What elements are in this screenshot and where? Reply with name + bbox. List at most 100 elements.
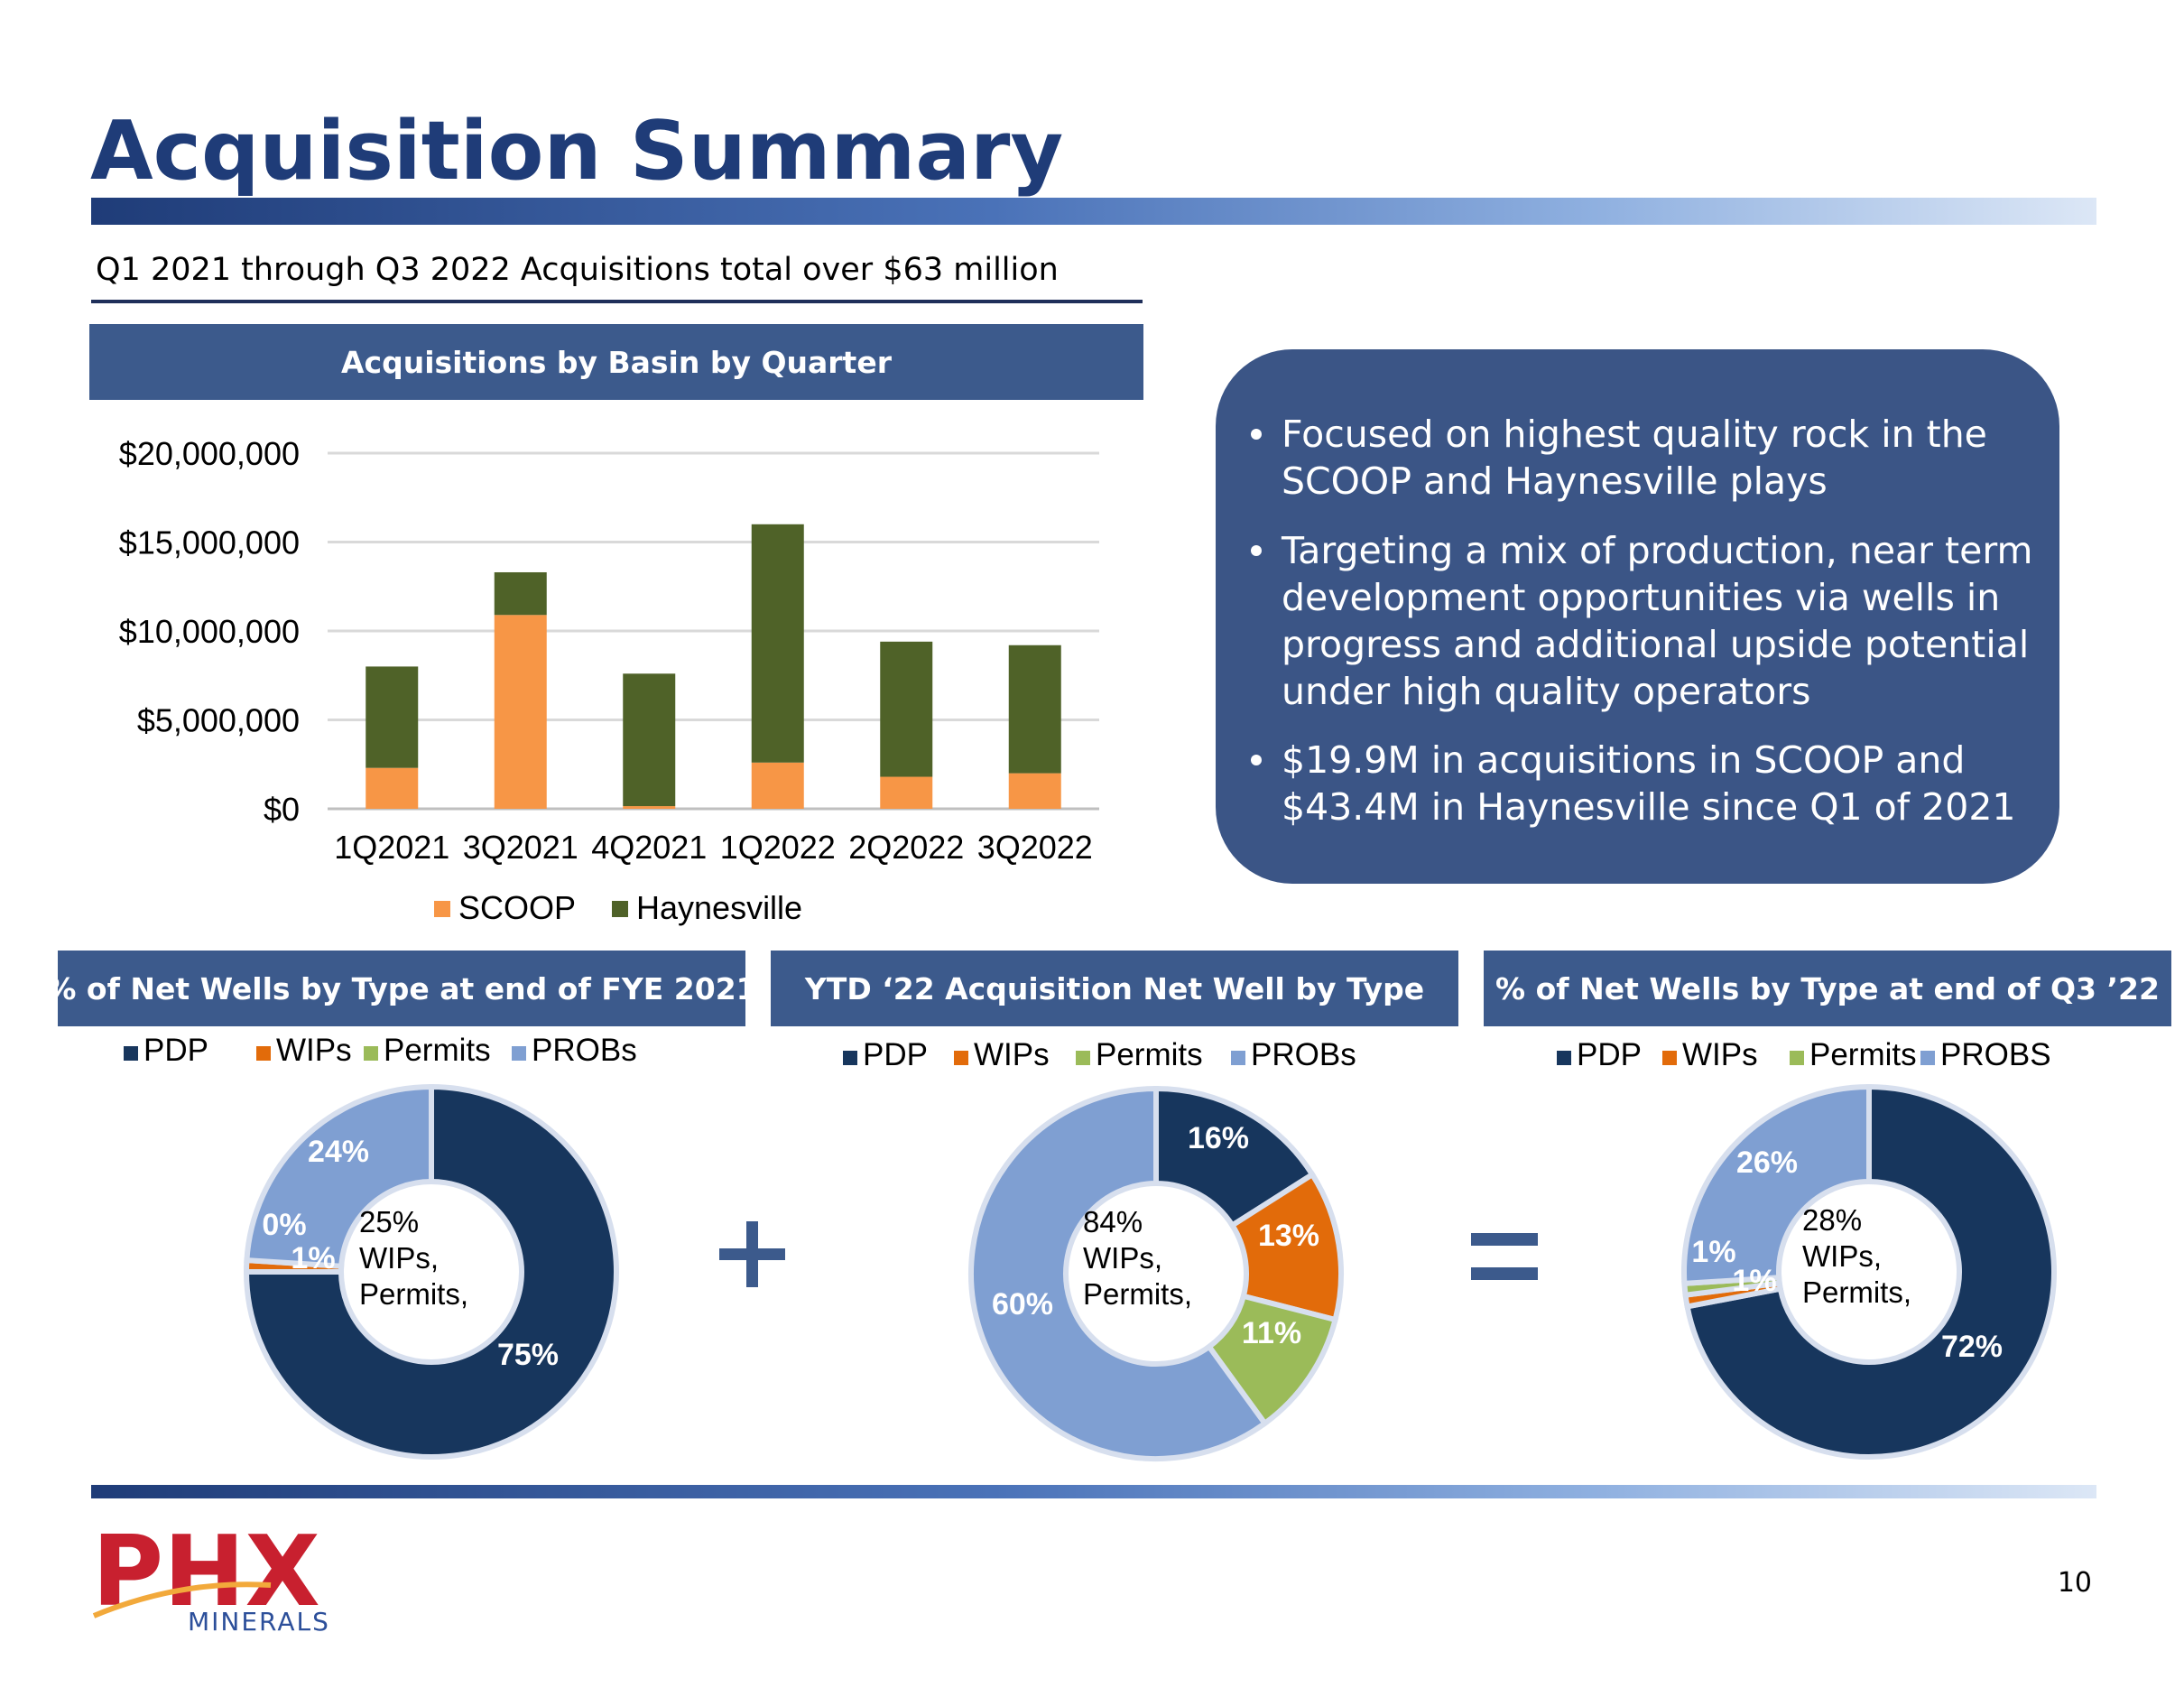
logo-subtitle: MINERALS [188, 1607, 330, 1637]
subtitle-underline [91, 300, 1143, 303]
page-title: Acquisition Summary [90, 104, 1063, 199]
slice-label-pdp: 72% [1941, 1330, 2003, 1364]
bullet-item: Targeting a mix of production, near term… [1251, 529, 2032, 713]
legend-swatch-permits [1076, 1051, 1090, 1065]
donut-center-label: WIPs, [1083, 1241, 1162, 1275]
donut-center-label: 28% [1802, 1203, 1862, 1237]
slice-probs [1681, 1083, 1872, 1287]
legend-label-wips: WIPs [974, 1037, 1050, 1072]
equals-text: = [0, 0, 1, 1]
bar-scoop-1q2022 [751, 762, 804, 809]
legend-swatch-wips [256, 1046, 271, 1061]
bar-chart-banner [89, 324, 1143, 400]
bullet-line: SCOOP and Haynesville plays [1282, 459, 1828, 503]
plus-text: + [0, 0, 1, 1]
x-tick-label: 4Q2021 [591, 829, 707, 866]
legend-label-permits: Permits [384, 1033, 491, 1068]
bullet-line: progress and additional upside potential [1282, 623, 2029, 666]
slice-pdp [1153, 1085, 1317, 1229]
donut-chart-ytd-22: PDP WIPs Permits PROBs 16% 13% 11% 60% 84%WIPs,P… [843, 1037, 1356, 1461]
bar-scoop-3q2022 [1008, 773, 1061, 809]
slice-label-pdp: 16% [1188, 1121, 1249, 1155]
legend-swatch-scoop [434, 901, 450, 917]
equals-sign: = [0, 0, 1538, 1280]
donut-chart-fye-2021: PDP WIPs Permits PROBs 75% 1%0% 24% 25%WIPs,Per… [124, 1033, 637, 1460]
legend-label-probs: PROBs [1251, 1037, 1356, 1072]
bar-haynesville-1q2022 [751, 524, 804, 763]
bullet-line: development opportunities via wells in [1282, 576, 2000, 619]
slice-label-pdp: 75% [497, 1338, 559, 1372]
legend-swatch-probs [1920, 1051, 1935, 1065]
pie-banner-1: % of Net Wells by Type at end of FYE 202… [46, 951, 757, 1026]
slice-pdp [1684, 1083, 2057, 1460]
bullet-item: $19.9M in acquisitions in SCOOP and$43.4… [1251, 738, 2016, 829]
legend-swatch-probs [1231, 1051, 1245, 1065]
donut-center-label: 25% [359, 1205, 419, 1238]
bullet-line: under high quality operators [1282, 670, 1811, 713]
y-tick-label: $0 [264, 791, 300, 828]
slice-label-permits: 1% [1691, 1235, 1735, 1269]
pie-2-title: YTD ‘22 Acquisition Net Well by Type [804, 971, 1424, 1006]
slice-label-permits: 0% [262, 1208, 306, 1242]
plus-sign: + [0, 0, 785, 1287]
donut-center-label: WIPs, [359, 1241, 439, 1275]
slice-wips [1228, 1171, 1344, 1323]
logo-wordmark: PHX [92, 1516, 320, 1628]
bullet-dot [1251, 755, 1262, 765]
bullet-line: Focused on highest quality rock in the [1282, 413, 1987, 456]
phx-minerals-logo: PHX MINERALS [92, 1516, 330, 1637]
pie-3-title: % of Net Wells by Type at end of Q3 ’22 [1495, 971, 2160, 1006]
bar-scoop-3q2021 [494, 615, 547, 809]
pie-banner-2: YTD ‘22 Acquisition Net Well by Type [771, 951, 1458, 1026]
legend-swatch-wips [1662, 1051, 1677, 1065]
bar-haynesville-2q2022 [880, 641, 933, 777]
slice-label-probs: 26% [1736, 1145, 1798, 1180]
bullet-dot [1251, 429, 1262, 440]
legend-label-probs: PROBs [532, 1033, 637, 1068]
bar-scoop-2q2022 [880, 776, 933, 809]
x-tick-label: 1Q2021 [334, 829, 449, 866]
bullet-item: Focused on highest quality rock in theSC… [1251, 413, 1987, 503]
x-tick-label: 3Q2022 [977, 829, 1093, 866]
bar-haynesville-3q2022 [1008, 645, 1061, 774]
legend-label-permits: Permits [1096, 1037, 1203, 1072]
legend-label-pdp: PDP [863, 1037, 928, 1072]
legend-label-pdp: PDP [143, 1033, 208, 1068]
legend-label-probs: PROBS [1940, 1037, 2051, 1072]
x-tick-label: 3Q2021 [463, 829, 578, 866]
bar-chart-title: Acquisitions by Basin by Quarter [341, 345, 893, 380]
bar-chart: $0 $5,000,000 $10,000,000 $15,000,000 $20,00… [119, 435, 1099, 926]
donut-center-label: 84% [1083, 1205, 1143, 1238]
legend-label-haynesville: Haynesville [636, 889, 802, 926]
slice-probs [968, 1085, 1269, 1461]
y-tick-label: $10,000,000 [119, 613, 300, 650]
legend-swatch-wips [954, 1051, 968, 1065]
bar-haynesville-1q2021 [366, 666, 419, 768]
donut-chart-q3-22: PDP WIPs Permits PROBS 72% 1%1% 26%28%WIPs,Per… [1557, 1037, 2057, 1460]
bar-haynesville-3q2021 [494, 571, 547, 616]
slice-label-wips: 13% [1258, 1219, 1319, 1253]
y-tick-label: $15,000,000 [119, 524, 300, 561]
bullet-box [1216, 349, 2059, 884]
donut-center-label: Permits, [359, 1277, 468, 1311]
slice-label-wips: 1% [291, 1241, 335, 1275]
legend-swatch-probs [512, 1046, 526, 1061]
footer-rule [91, 1485, 2096, 1498]
bullet-list: Focused on highest quality rock in theSC… [1251, 413, 2032, 829]
bar-scoop-4q2021 [623, 806, 676, 809]
bullet-line: Targeting a mix of production, near term [1281, 529, 2032, 572]
slice-label-permits: 11% [1242, 1316, 1301, 1350]
legend-label-permits: Permits [1809, 1037, 1917, 1072]
title-rule [91, 198, 2096, 225]
donut-center-label: WIPs, [1802, 1239, 1882, 1273]
bar-scoop-1q2021 [366, 767, 419, 809]
legend-label-scoop: SCOOP [458, 889, 576, 926]
donut-center-label: Permits, [1802, 1275, 1911, 1309]
donut-center-label: Permits, [1083, 1277, 1192, 1311]
bullet-line: $19.9M in acquisitions in SCOOP and [1282, 738, 1965, 782]
legend-label-wips: WIPs [276, 1033, 352, 1068]
bullet-line: $43.4M in Haynesville since Q1 of 2021 [1282, 785, 2016, 829]
legend-swatch-pdp [1557, 1051, 1571, 1065]
slice-label-probs: 60% [992, 1287, 1053, 1322]
